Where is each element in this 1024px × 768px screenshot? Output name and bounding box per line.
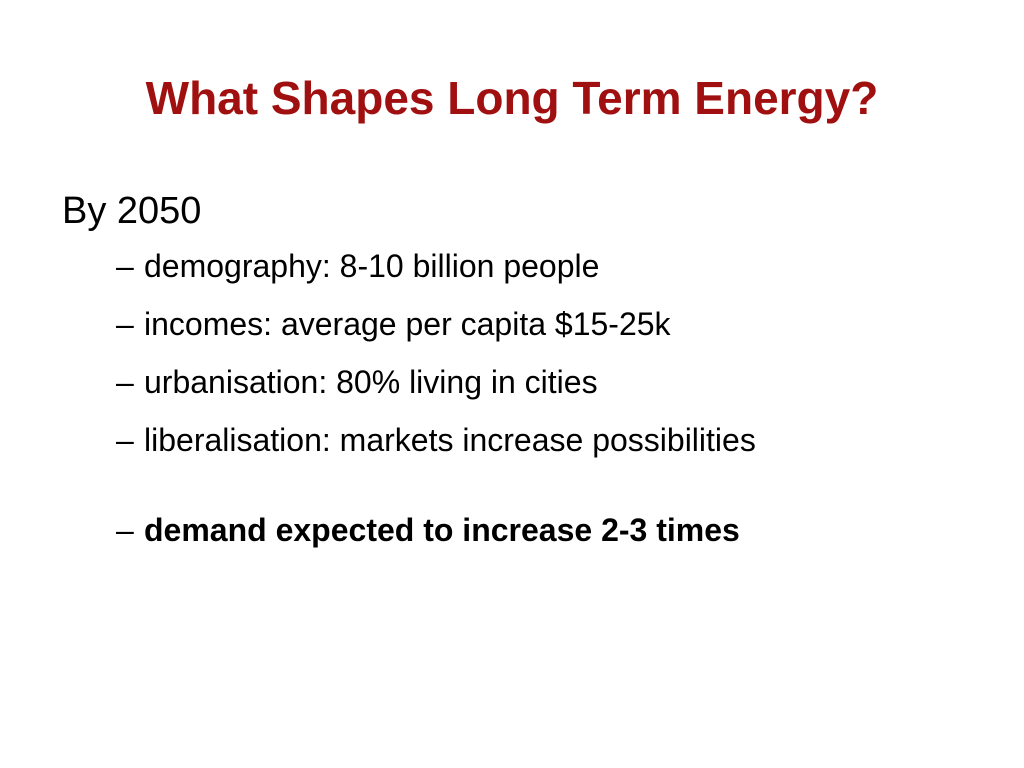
list-item-text: demand expected to increase 2-3 times xyxy=(144,512,740,548)
dash-bullet: – xyxy=(116,306,134,342)
list-item-urbanisation: – urbanisation: 80% living in cities xyxy=(116,362,756,402)
list-item-liberalisation: – liberalisation: markets increase possib… xyxy=(116,420,756,460)
slide-title: What Shapes Long Term Energy? xyxy=(145,72,879,124)
list-item-incomes: – incomes: average per capita $15-25k xyxy=(116,304,756,344)
dash-bullet: – xyxy=(116,422,134,458)
list-item-text: urbanisation: 80% living in cities xyxy=(144,364,598,400)
heading-by-2050: By 2050 xyxy=(62,190,202,232)
sub-bullet-list: – demography: 8-10 billion people – income… xyxy=(116,246,756,568)
dash-bullet: – xyxy=(116,248,134,284)
dash-bullet: – xyxy=(116,512,134,548)
list-item-demand: – demand expected to increase 2-3 times xyxy=(116,510,756,550)
list-item-text: incomes: average per capita $15-25k xyxy=(144,306,671,342)
dash-bullet: – xyxy=(116,364,134,400)
list-item-text: liberalisation: markets increase possibi… xyxy=(144,422,756,458)
list-item-demography: – demography: 8-10 billion people xyxy=(116,246,756,286)
list-item-text: demography: 8-10 billion people xyxy=(144,248,600,284)
